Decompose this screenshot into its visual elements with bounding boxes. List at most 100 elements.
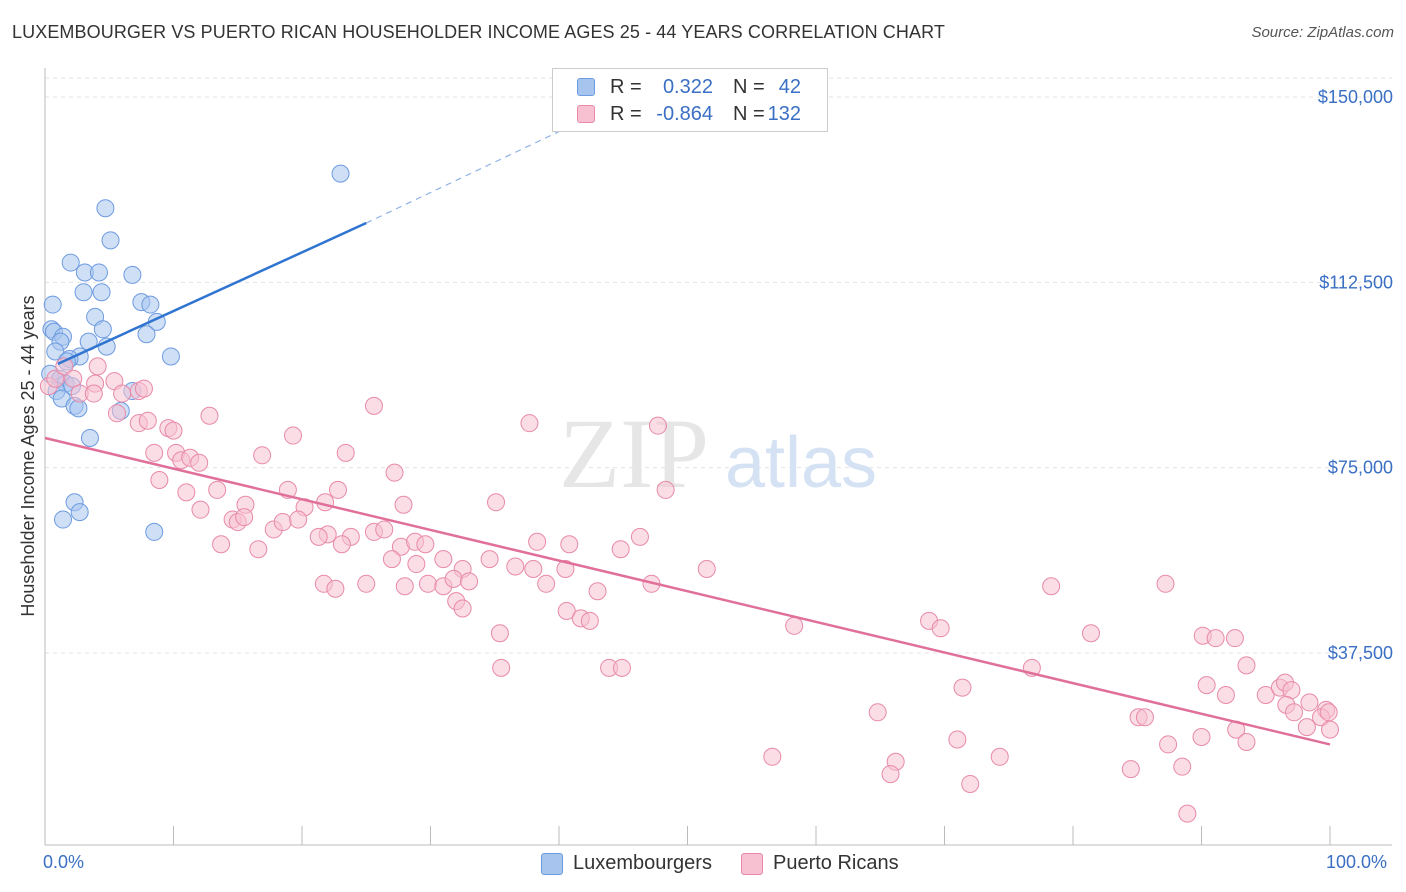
luxembourger-trend-line bbox=[57, 221, 367, 366]
puerto-rican-point bbox=[46, 369, 65, 388]
luxembourger-point bbox=[74, 283, 93, 302]
puerto-rican-point bbox=[460, 572, 479, 591]
puerto-rican-point bbox=[249, 540, 268, 559]
watermark-atlas: atlas bbox=[725, 423, 877, 503]
luxembourger-point bbox=[145, 522, 164, 541]
luxembourger-trend-extension bbox=[365, 131, 560, 224]
legend-r-label: R = bbox=[610, 103, 642, 125]
puerto-rican-point bbox=[113, 384, 132, 403]
puerto-rican-point bbox=[208, 480, 227, 499]
puerto-rican-point bbox=[1192, 728, 1211, 747]
puerto-rican-point bbox=[506, 557, 525, 576]
puerto-rican-point bbox=[1197, 676, 1216, 695]
puerto-rican-point bbox=[630, 527, 649, 546]
puerto-rican-point bbox=[1225, 629, 1244, 648]
puerto-rican-point bbox=[1319, 703, 1338, 722]
puerto-rican-point bbox=[332, 535, 351, 554]
puerto-rican-point bbox=[273, 513, 292, 532]
luxembourger-point bbox=[43, 295, 62, 314]
bottom-legend-label: Luxembourgers bbox=[573, 852, 712, 874]
puerto-rican-point bbox=[395, 577, 414, 596]
y-axis-label: Householder Income Ages 25 - 44 years bbox=[18, 295, 38, 616]
puerto-rican-point bbox=[785, 616, 804, 635]
grid-lines bbox=[45, 77, 1392, 654]
puerto-rican-point bbox=[309, 527, 328, 546]
legend-n-label: N = bbox=[733, 103, 765, 125]
puerto-rican-point bbox=[138, 411, 157, 430]
puerto-rican-point bbox=[931, 619, 950, 638]
bottom-legend-swatch-luxembourgers bbox=[541, 853, 563, 875]
puerto-rican-point bbox=[418, 574, 437, 593]
puerto-rican-point bbox=[1173, 757, 1192, 776]
puerto-rican-point bbox=[364, 396, 383, 415]
y-tick-label: $37,500 bbox=[1328, 643, 1393, 663]
puerto-rican-point bbox=[1321, 720, 1339, 739]
puerto-rican-point bbox=[64, 369, 83, 388]
puerto-rican-point bbox=[1285, 703, 1304, 722]
luxembourger-point bbox=[96, 199, 115, 218]
puerto-rican-point bbox=[1135, 708, 1154, 727]
y-tick-labels: $37,500 $75,000 $112,500 $150,000 bbox=[1318, 87, 1393, 663]
puerto-rican-point bbox=[134, 379, 153, 398]
luxembourger-point bbox=[123, 265, 142, 284]
puerto-rican-point bbox=[948, 730, 967, 749]
luxembourger-point bbox=[46, 342, 65, 361]
puerto-rican-point bbox=[524, 559, 543, 578]
luxembourger-point bbox=[89, 263, 108, 282]
legend-r-label: R = bbox=[610, 76, 642, 98]
puerto-rican-point bbox=[150, 471, 169, 490]
puerto-rican-point bbox=[697, 559, 716, 578]
puerto-rican-point bbox=[200, 406, 219, 425]
puerto-rican-point bbox=[1300, 693, 1319, 712]
puerto-rican-point bbox=[1237, 732, 1256, 751]
y-tick-label: $112,500 bbox=[1319, 272, 1393, 292]
puerto-rican-point bbox=[961, 774, 980, 793]
puerto-rican-point bbox=[416, 535, 435, 554]
y-tick-label: $75,000 bbox=[1328, 458, 1393, 478]
puerto-rican-point bbox=[557, 601, 576, 620]
legend-swatch-puerto-ricans bbox=[577, 105, 595, 123]
puerto-rican-point bbox=[145, 443, 164, 462]
legend-row-luxembourgers: R = 0.322 N = 42 bbox=[553, 74, 827, 100]
puerto-rican-point bbox=[253, 446, 272, 465]
puerto-rican-point bbox=[357, 574, 376, 593]
puerto-rican-point bbox=[1121, 760, 1140, 779]
luxembourger-point bbox=[137, 325, 156, 344]
axes bbox=[44, 68, 1392, 846]
puerto-rican-point bbox=[520, 414, 539, 433]
puerto-rican-point bbox=[444, 569, 463, 588]
puerto-rican-point bbox=[1206, 629, 1225, 648]
puerto-rican-point bbox=[212, 535, 231, 554]
luxembourger-point bbox=[92, 283, 111, 302]
legend-n-value: 132 bbox=[767, 103, 801, 125]
puerto-rican-trend-line bbox=[44, 436, 1331, 746]
x-min-label: 0.0% bbox=[43, 852, 85, 872]
puerto-rican-point bbox=[336, 443, 355, 462]
puerto-rican-point bbox=[453, 599, 472, 618]
puerto-rican-point bbox=[289, 510, 308, 529]
puerto-rican-point bbox=[612, 658, 631, 677]
chart-title: LUXEMBOURGER VS PUERTO RICAN HOUSEHOLDER… bbox=[12, 22, 945, 42]
puerto-rican-point bbox=[284, 426, 303, 445]
puerto-rican-point bbox=[881, 765, 900, 784]
puerto-rican-point bbox=[1178, 804, 1197, 823]
puerto-rican-point bbox=[953, 678, 972, 697]
luxembourger-point bbox=[70, 503, 89, 522]
puerto-rican-point bbox=[648, 416, 667, 435]
legend-swatch-luxembourgers bbox=[577, 78, 595, 96]
puerto-rican-point bbox=[763, 747, 782, 766]
legend-n-label: N = bbox=[733, 76, 765, 98]
watermark-zip: ZIP bbox=[559, 398, 709, 509]
luxembourger-point bbox=[80, 429, 99, 448]
puerto-rican-point bbox=[84, 384, 103, 403]
puerto-rican-point bbox=[1216, 686, 1235, 705]
puerto-rican-point bbox=[407, 555, 426, 574]
luxembourger-point bbox=[53, 510, 72, 529]
puerto-rican-point bbox=[990, 747, 1009, 766]
puerto-rican-point bbox=[611, 540, 630, 559]
puerto-rican-point bbox=[190, 453, 209, 472]
puerto-rican-point bbox=[164, 421, 183, 440]
puerto-rican-point bbox=[492, 658, 511, 677]
legend-r-value: -0.864 bbox=[656, 103, 713, 125]
puerto-rican-point bbox=[235, 508, 254, 527]
